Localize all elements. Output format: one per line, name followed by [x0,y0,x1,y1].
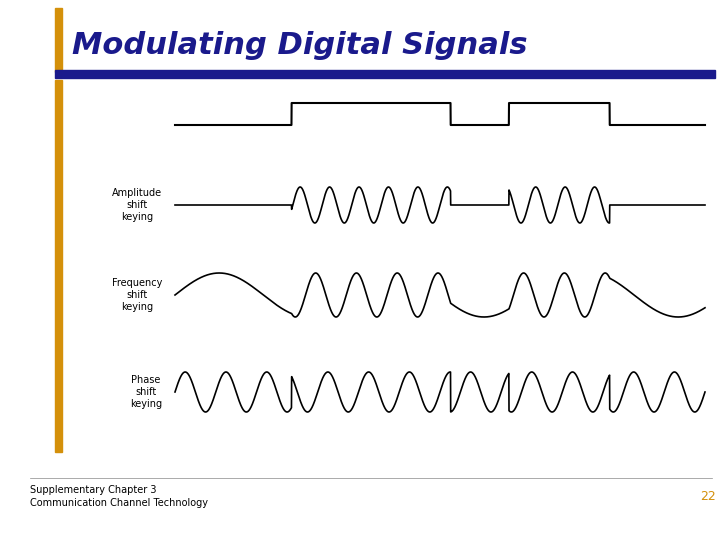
Bar [55,8,62,72]
Text: Amplitude
shift
keying: Amplitude shift keying [112,188,162,221]
Bar [55,70,715,78]
Text: Supplementary Chapter 3: Supplementary Chapter 3 [30,485,156,495]
Text: Communication Channel Technology: Communication Channel Technology [30,498,208,508]
Text: Frequency
shift
keying: Frequency shift keying [112,279,162,312]
Text: Modulating Digital Signals: Modulating Digital Signals [72,30,528,59]
Text: Phase
shift
keying: Phase shift keying [130,375,162,409]
Bar [55,80,62,452]
Text: 22: 22 [700,490,716,503]
